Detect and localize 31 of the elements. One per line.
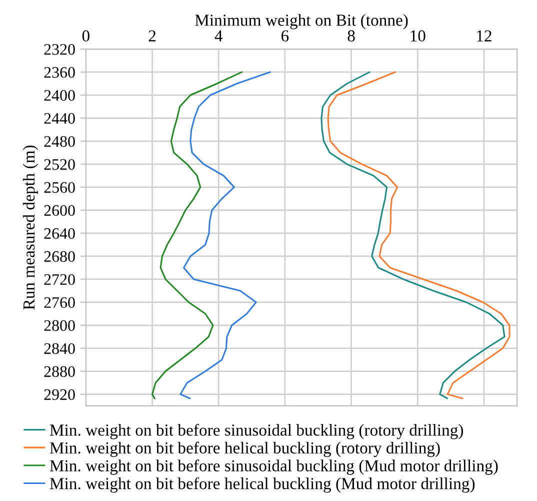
x-tick-label: 10 [410, 30, 426, 42]
legend-label: Min. weight on bit before sinusoidal buckling (Mud motor drilling) [50, 460, 498, 475]
y-tick-label: 2680 [44, 251, 75, 262]
y-tick-label: 2640 [44, 228, 75, 239]
x-tick-label: 12 [477, 30, 492, 42]
x-tick-label: 8 [348, 30, 355, 42]
y-tick-label: 2880 [44, 366, 75, 377]
y-tick-label: 2480 [44, 136, 75, 147]
y-tick-label: 2520 [44, 159, 75, 170]
x-axis-title: Minimum weight on Bit (tonne) [195, 14, 408, 30]
y-tick-label: 2800 [44, 320, 75, 331]
line-series [180, 71, 271, 400]
x-tick-label: 4 [214, 30, 223, 42]
x-tick-label: 6 [281, 30, 289, 42]
y-tick-label: 2320 [44, 44, 75, 55]
y-tick-label: 2760 [44, 297, 75, 308]
y-tick-label: 2560 [44, 182, 75, 193]
y-axis-title: Run measured depth (m) [22, 146, 38, 310]
y-tick-label: 2840 [44, 343, 75, 354]
legend-label: Min. weight on bit before helical buckling (rotory drilling) [50, 442, 440, 458]
line-series [151, 71, 243, 400]
x-tick-label: 2 [148, 30, 156, 42]
legend-label: Min. weight on bit before sinusoidal buckling (rotory drilling) [50, 424, 463, 440]
y-tick-label: 2920 [44, 389, 75, 400]
y-tick-label: 2360 [44, 67, 75, 78]
y-tick-label: 2720 [44, 274, 75, 285]
y-tick-label: 2440 [44, 113, 75, 124]
y-tick-label: 2600 [44, 205, 75, 216]
y-tick-label: 2400 [44, 90, 75, 101]
legend-label: Min. weight on bit before helical buckling (Mud motor drilling) [50, 477, 475, 493]
x-tick-label: 0 [82, 30, 90, 42]
